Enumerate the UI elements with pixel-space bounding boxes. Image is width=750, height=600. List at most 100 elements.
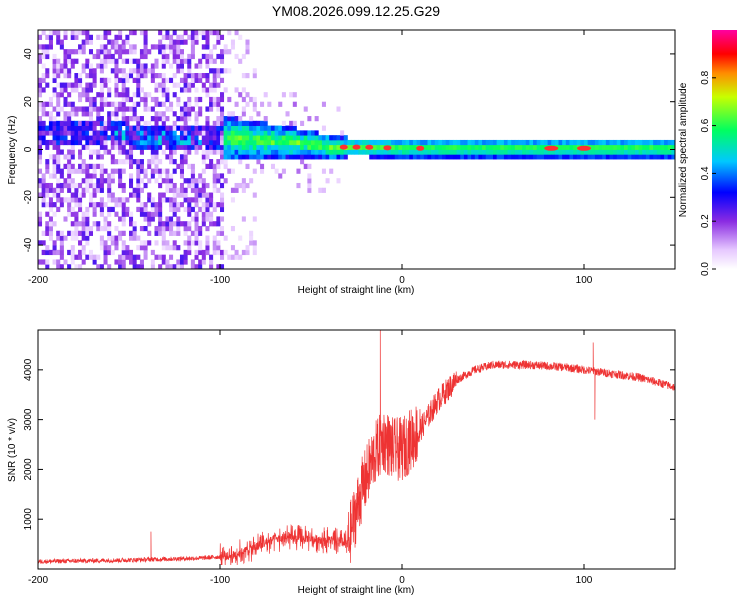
heatmap-cell — [234, 249, 239, 256]
heatmap-cell — [321, 139, 326, 146]
heatmap-cell — [307, 144, 312, 150]
heatmap-cell — [216, 144, 221, 150]
heatmap-cell — [281, 139, 286, 146]
heatmap-cell — [85, 58, 90, 64]
heatmap-cell — [78, 206, 83, 213]
heatmap-cell — [158, 39, 163, 45]
heatmap-cell — [514, 139, 519, 146]
heatmap-cell — [150, 216, 155, 222]
heatmap-cell — [154, 230, 159, 236]
heatmap-cell — [70, 197, 75, 203]
heatmap-cell — [285, 144, 290, 150]
heatmap-cell — [172, 202, 177, 208]
heatmap-cell — [347, 144, 352, 150]
heatmap-cell — [631, 149, 636, 155]
heatmap-cell — [56, 154, 61, 160]
heatmap-cell — [533, 139, 538, 146]
heatmap-cell — [103, 130, 108, 136]
heatmap-cell — [223, 159, 228, 165]
heatmap-cell — [165, 259, 170, 265]
heatmap-cell — [241, 130, 246, 136]
heatmap-cell — [220, 96, 225, 103]
heatmap-cell — [245, 245, 250, 251]
heatmap-cell — [205, 154, 210, 160]
heatmap-cell — [212, 120, 217, 126]
heatmap-cell — [139, 96, 144, 103]
heatmap-cell — [56, 144, 61, 150]
heatmap-cell — [114, 34, 119, 40]
heatmap-cell — [56, 168, 61, 174]
heatmap-cell — [201, 44, 206, 50]
heatmap-cell — [452, 154, 457, 160]
heatmap-cell — [78, 30, 83, 36]
heatmap-cell — [121, 264, 126, 270]
heatmap-cell — [56, 249, 61, 256]
heatmap-cell — [179, 254, 184, 260]
heatmap-cell — [161, 77, 166, 83]
heatmap-cell — [67, 53, 72, 60]
heatmap-cell — [220, 149, 225, 155]
heatmap-cell — [125, 73, 130, 79]
heatmap-hotspot — [544, 145, 559, 151]
heatmap-cell — [92, 77, 97, 83]
heatmap-cell — [45, 130, 50, 136]
heatmap-cell — [412, 154, 417, 160]
heatmap-cell — [511, 149, 516, 155]
heatmap-cell — [103, 96, 108, 103]
heatmap-cell — [187, 87, 192, 93]
heatmap-cell — [187, 58, 192, 64]
heatmap-cell — [245, 149, 250, 155]
heatmap-cell — [56, 163, 61, 170]
heatmap-cell — [41, 106, 46, 112]
heatmap-cell — [270, 163, 275, 170]
heatmap-cell — [52, 221, 57, 227]
heatmap-cell — [41, 192, 46, 198]
heatmap-cell — [38, 211, 43, 217]
heatmap-cell — [485, 139, 490, 146]
heatmap-cell — [405, 144, 410, 150]
heatmap-cell — [110, 144, 115, 150]
heatmap-cell — [85, 168, 90, 174]
heatmap-cell — [580, 149, 585, 155]
heatmap-cell — [314, 149, 319, 155]
heatmap-cell — [227, 149, 232, 155]
heatmap-cell — [165, 87, 170, 93]
heatmap-cell — [67, 206, 72, 213]
heatmap-cell — [420, 139, 425, 146]
heatmap-cell — [209, 264, 214, 270]
heatmap-cell — [132, 187, 137, 193]
heatmap-cell — [234, 182, 239, 189]
heatmap-cell — [45, 259, 50, 265]
heatmap-cell — [161, 44, 166, 50]
heatmap-cell — [536, 149, 541, 155]
heatmap-cell — [183, 125, 188, 131]
heatmap-cell — [172, 245, 177, 251]
heatmap-cell — [267, 130, 272, 136]
heatmap-cell — [292, 101, 297, 107]
heatmap-cell — [194, 101, 199, 107]
heatmap-cell — [201, 30, 206, 36]
heatmap-cell — [70, 235, 75, 241]
heatmap-cell — [107, 77, 112, 83]
heatmap-cell — [329, 149, 334, 155]
heatmap-cell — [172, 82, 177, 88]
heatmap-cell — [38, 178, 43, 184]
heatmap-cell — [85, 111, 90, 117]
heatmap-cell — [318, 187, 323, 193]
heatmap-cell — [307, 135, 312, 141]
heatmap-cell — [63, 130, 68, 136]
heatmap-cell — [223, 120, 228, 126]
heatmap-cell — [85, 92, 90, 98]
heatmap-cell — [190, 130, 195, 136]
heatmap-cell — [121, 230, 126, 236]
heatmap-cell — [587, 154, 592, 160]
heatmap-x-tick-label: -100 — [210, 275, 230, 286]
heatmap-cells — [38, 30, 676, 270]
heatmap-cell — [154, 101, 159, 107]
heatmap-cell — [187, 202, 192, 208]
heatmap-cell — [179, 221, 184, 227]
heatmap-cell — [194, 120, 199, 126]
heatmap-cell — [205, 116, 210, 122]
heatmap-cell — [405, 154, 410, 160]
heatmap-cell — [194, 130, 199, 136]
